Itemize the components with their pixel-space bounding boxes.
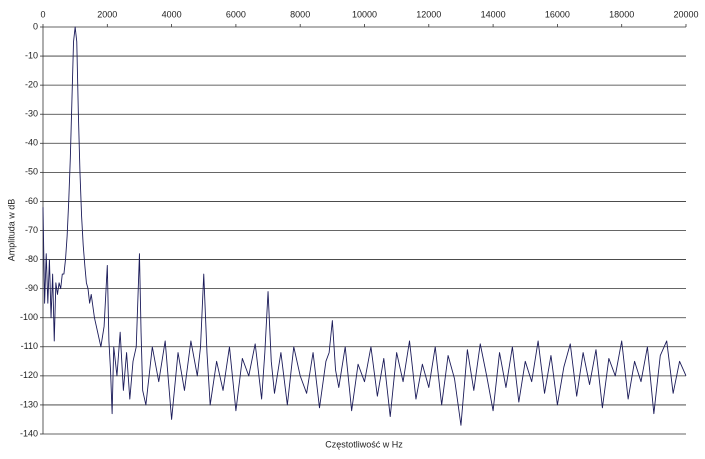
x-tick-label: 20000 — [673, 9, 698, 19]
y-tick-label: -110 — [21, 341, 38, 351]
x-axis-label: Częstotliwość w Hz — [325, 439, 403, 449]
x-tick-label: 16000 — [545, 9, 570, 19]
x-tick-label: 18000 — [609, 9, 634, 19]
y-tick-label: -130 — [20, 399, 38, 409]
y-tick-label: -100 — [20, 312, 38, 322]
x-tick-label: 2000 — [97, 9, 117, 19]
x-tick-label: 10000 — [352, 9, 377, 19]
x-tick-label: 12000 — [416, 9, 441, 19]
y-tick-label: -70 — [25, 225, 38, 235]
x-tick-label: 8000 — [290, 9, 310, 19]
x-tick-label: 6000 — [226, 9, 246, 19]
y-tick-label: -30 — [25, 109, 38, 119]
x-tick-label: 14000 — [481, 9, 506, 19]
x-tick-label: 0 — [40, 9, 45, 19]
spectrum-line — [42, 26, 687, 426]
y-tick-label: -40 — [25, 138, 38, 148]
y-tick-label: -90 — [25, 283, 38, 293]
y-axis-label: Amplituda w dB — [6, 199, 16, 262]
x-tick-label: 4000 — [162, 9, 182, 19]
y-tick-label: -10 — [25, 50, 38, 60]
y-tick-label: -50 — [25, 167, 38, 177]
y-tick-label: -140 — [20, 428, 38, 438]
y-tick-label: -120 — [20, 370, 38, 380]
y-tick-label: 0 — [33, 21, 38, 31]
y-tick-label: -60 — [25, 196, 38, 206]
y-tick-label: -20 — [25, 80, 38, 90]
y-tick-label: -80 — [25, 254, 38, 264]
